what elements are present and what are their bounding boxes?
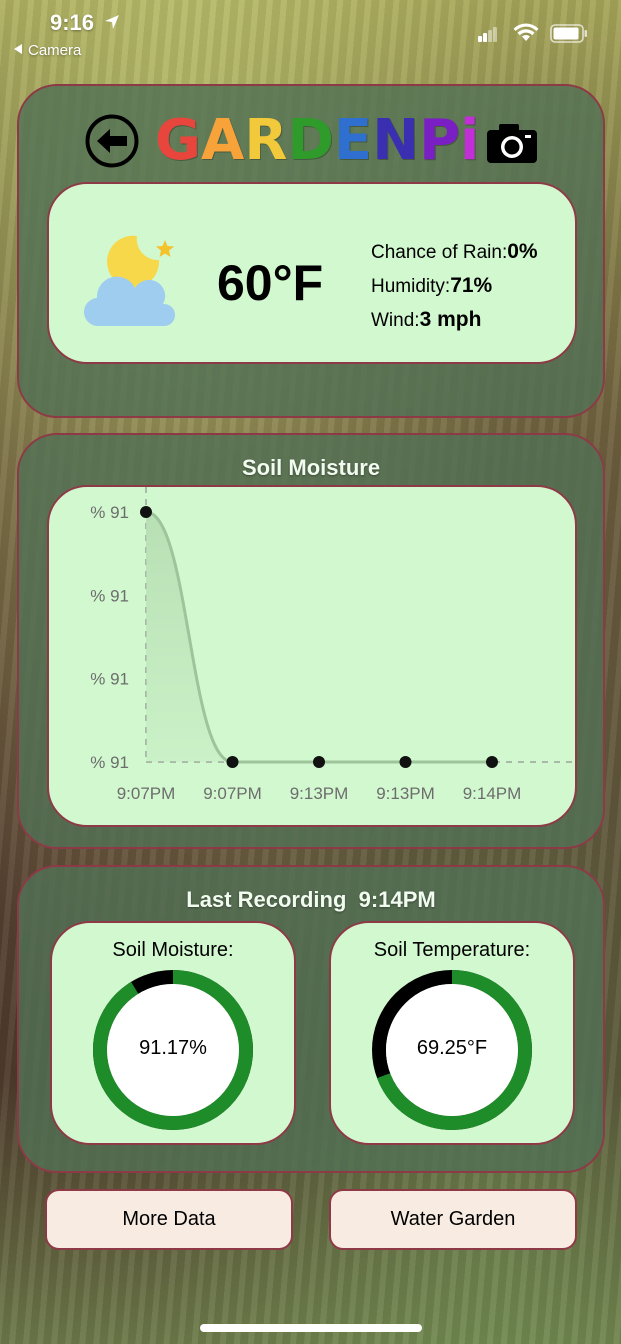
logo-letter: N (372, 108, 420, 173)
gauge-center (107, 984, 239, 1116)
app-header: GARDENPi (19, 104, 607, 174)
moisture-gauge-value: 91.17% (139, 1037, 207, 1059)
chart-data-point (486, 756, 498, 768)
chart-panel-title: Soil Moisture (241, 455, 381, 480)
x-tick-label: 9:13PM (376, 784, 435, 803)
last-recording-panel: Last Recording 9:14PM Soil Moisture: 91.… (17, 865, 605, 1173)
last-recording-title: Last Recording 9:14PM (19, 887, 603, 913)
logo-letter: P (419, 108, 461, 173)
temperature-gauge-card: Soil Temperature: 69.25°F (329, 921, 575, 1145)
wind-value: 3 mph (419, 308, 482, 331)
last-recording-label: Last Recording (186, 887, 347, 912)
y-tick-label: % 91 (90, 503, 129, 522)
x-tick-label: 9:07PM (117, 784, 176, 803)
wind-label: Wind: (371, 310, 420, 331)
home-indicator[interactable] (200, 1324, 422, 1332)
moisture-gauge-title: Soil Moisture: (112, 939, 234, 961)
temperature-ring-gauge (372, 970, 532, 1130)
gauge-fill (93, 970, 253, 1130)
rain-row: Chance of Rain:0% (371, 240, 538, 264)
logo-letter: R (244, 108, 288, 173)
soil-chart-panel: Soil Moisture % 91 % 91 % 91 % 91 9:07PM 9:07… (17, 433, 605, 849)
back-to-app-link[interactable]: Camera (14, 42, 81, 59)
cellular-signal-icon (478, 26, 498, 42)
chart-data-point (140, 506, 152, 518)
rain-value: 0% (507, 240, 538, 263)
wifi-icon (513, 23, 539, 41)
logo-letter: i (460, 108, 480, 173)
more-data-button[interactable]: More Data (45, 1189, 293, 1250)
chart-card: % 91 % 91 % 91 % 91 9:07PM 9:07PM 9:13PM 9:13PM… (47, 485, 577, 827)
humidity-value: 71% (450, 274, 493, 297)
chart-data-point (226, 756, 239, 768)
gardenpi-logo: GARDENPi (155, 110, 485, 172)
battery-icon (550, 24, 587, 43)
x-tick-label: 9:13PM (290, 784, 349, 803)
gauge-fill (372, 970, 532, 1130)
y-tick-label: % 91 (90, 753, 129, 772)
arrow-left-circle-icon[interactable] (85, 114, 139, 168)
humidity-label: Humidity: (371, 276, 451, 297)
back-app-label: Camera (28, 42, 82, 59)
back-triangle-icon (14, 44, 22, 54)
logo-letter: A (200, 108, 245, 173)
rain-label: Chance of Rain: (371, 242, 508, 263)
wind-row: Wind:3 mph (371, 308, 481, 332)
y-tick-label: % 91 (90, 586, 129, 605)
status-bar: 9:16 Camera (0, 0, 621, 70)
humidity-row: Humidity:71% (371, 274, 492, 298)
y-tick-label: % 91 (90, 670, 129, 689)
gauge-center (386, 984, 518, 1116)
chart-area-fill (146, 512, 492, 762)
moisture-ring-gauge (93, 970, 253, 1130)
status-time: 9:16 (50, 10, 95, 35)
x-tick-label: 9:07PM (203, 784, 262, 803)
last-recording-time: 9:14PM (358, 887, 436, 912)
soil-moisture-chart: % 91 % 91 % 91 % 91 9:07PM 9:07PM 9:13PM 9:13PM… (90, 487, 575, 803)
weather-card: 60°F Chance of Rain:0% Humidity:71% Wind… (47, 182, 577, 364)
chart-data-point (313, 756, 325, 768)
chart-data-point (399, 756, 412, 768)
x-tick-label: 9:14PM (463, 784, 522, 803)
temperature-value: 60°F (217, 255, 324, 311)
logo-letter: G (155, 108, 201, 173)
logo-letter: D (287, 108, 334, 173)
camera-icon[interactable] (485, 122, 539, 166)
header-weather-panel: GARDENPi 60°F Chance of Rain:0% Humidity… (17, 84, 605, 418)
water-garden-button[interactable]: Water Garden (329, 1189, 577, 1250)
temperature-gauge-value: 69.25°F (416, 1037, 488, 1059)
moon-cloud-icon (83, 235, 176, 327)
temperature-gauge-title: Soil Temperature: (373, 939, 531, 961)
chart-series-line (145, 510, 492, 764)
moisture-gauge-card: Soil Moisture: 91.17% (50, 921, 296, 1145)
location-arrow-icon (105, 15, 119, 29)
logo-letter: E (333, 108, 373, 173)
